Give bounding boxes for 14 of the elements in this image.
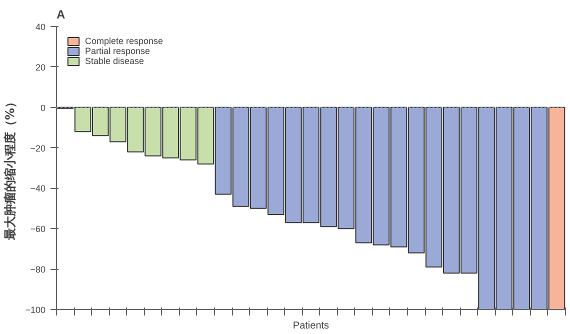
x-axis-title: Patients [292,320,330,332]
y-tick-label: −100 [25,305,46,315]
y-tick-label: 20 [35,62,46,72]
y-tick-label: 40 [35,22,46,32]
y-tick-label: −40 [30,184,46,194]
legend-label: Complete response [85,36,164,46]
legend-label: Partial response [85,46,150,56]
y-tick-label: −20 [30,143,46,154]
legend-label: Stable disease [85,56,144,66]
y-tick-label: −60 [30,224,46,234]
y-tick-label: 0 [40,102,46,113]
chart-title: A [56,8,66,22]
y-tick-label: −80 [30,264,46,275]
y-axis-title: 最大肿瘤的缩小程度（%） [3,96,18,242]
